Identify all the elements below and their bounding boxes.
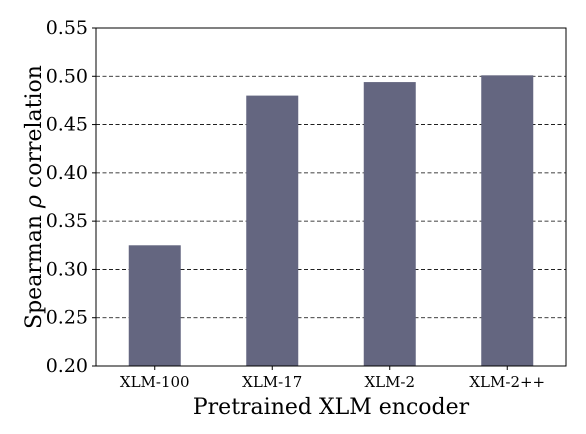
y-tick-label: 0.35 bbox=[46, 210, 88, 232]
y-tick-label: 0.25 bbox=[46, 307, 88, 329]
x-tick-label: XLM-2++ bbox=[469, 373, 545, 391]
y-tick-label: 0.55 bbox=[46, 17, 88, 39]
bar-xlm-17 bbox=[246, 95, 299, 366]
y-axis-title-suffix: correlation bbox=[22, 65, 47, 195]
y-axis: 0.20 0.25 0.30 0.35 0.40 0.45 0.50 0.55 bbox=[46, 17, 96, 377]
bar-xlm-2 bbox=[363, 82, 416, 366]
bar-xlm-2plusplus bbox=[481, 75, 534, 366]
y-tick-label: 0.40 bbox=[46, 162, 88, 184]
y-tick-label: 0.30 bbox=[46, 258, 88, 280]
x-tick-label: XLM-17 bbox=[242, 373, 302, 391]
bars-layer bbox=[128, 75, 534, 366]
y-axis-title-prefix: Spearman bbox=[22, 208, 47, 329]
x-axis-title: Pretrained XLM encoder bbox=[193, 395, 470, 420]
y-axis-title: Spearman ρ correlation bbox=[22, 65, 47, 329]
x-tick-label: XLM-2 bbox=[364, 373, 415, 391]
plot-frame bbox=[95, 27, 567, 367]
y-axis-title-symbol: ρ bbox=[22, 195, 47, 209]
bar-xlm-100 bbox=[128, 245, 181, 366]
y-tick-label: 0.50 bbox=[46, 65, 88, 87]
y-tick-label: 0.20 bbox=[46, 355, 88, 377]
x-tick-label: XLM-100 bbox=[120, 373, 190, 391]
x-axis: XLM-100 XLM-17 XLM-2 XLM-2++ bbox=[120, 366, 545, 391]
y-tick-label: 0.45 bbox=[46, 114, 88, 136]
